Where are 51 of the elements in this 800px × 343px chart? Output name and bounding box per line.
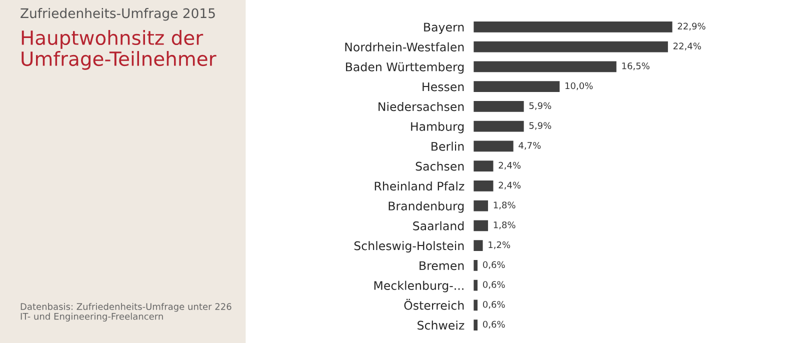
data-label: 2,4% xyxy=(498,162,521,170)
data-label: 5,9% xyxy=(529,102,552,110)
data-label: 10,0% xyxy=(565,82,593,90)
bar xyxy=(473,238,484,252)
data-label: 5,9% xyxy=(529,122,552,130)
bar xyxy=(473,60,618,74)
data-label: 16,5% xyxy=(622,62,650,70)
y-tick-label: Schweiz xyxy=(418,320,464,330)
y-tick-label: Brandenburg xyxy=(388,201,464,213)
y-tick-label: Österreich xyxy=(404,298,464,310)
data-label: 22,4% xyxy=(673,42,701,50)
y-tick-label: Hamburg xyxy=(411,122,464,134)
data-label: 0,6% xyxy=(483,281,505,289)
bar xyxy=(473,40,670,54)
y-tick-label: Schleswig-Holstein xyxy=(354,241,464,253)
y-tick-label: Saarland xyxy=(413,221,464,230)
y-tick-label: Berlin xyxy=(432,142,464,151)
data-label: 2,4% xyxy=(498,182,521,190)
y-tick-label: Mecklenburg-... xyxy=(374,280,464,292)
bar xyxy=(473,119,526,134)
y-tick-label: Nordrhein-Westfalen xyxy=(345,42,464,52)
bar xyxy=(473,218,490,233)
data-label: 4,7% xyxy=(518,142,541,150)
data-label: 1,2% xyxy=(488,241,510,250)
data-label: 0,6% xyxy=(483,320,505,329)
data-label: 0,6% xyxy=(483,300,505,309)
data-label: 1,8% xyxy=(494,221,516,230)
data-label: 22,9% xyxy=(678,22,706,30)
bar xyxy=(473,298,479,312)
y-tick-label: Baden Württemberg xyxy=(346,62,464,74)
data-label: 1,8% xyxy=(494,202,516,210)
data-label: 0,6% xyxy=(483,261,505,269)
bar xyxy=(473,179,495,193)
y-tick-label: Hessen xyxy=(422,82,464,92)
text: Datenbasis: Zufriedenheits-Umfrage unter 226 IT- und Engineering-Freelancern xyxy=(20,303,232,322)
bar xyxy=(473,258,479,272)
bar xyxy=(473,100,526,114)
y-tick-label: Niedersachsen xyxy=(378,102,464,112)
bar xyxy=(473,278,479,292)
bar xyxy=(473,80,562,94)
y-tick-label: Sachsen xyxy=(416,162,464,171)
bar xyxy=(473,198,490,213)
bar xyxy=(473,318,479,332)
text: Zufriedenheits-Umfrage 2015 xyxy=(20,8,215,21)
bar xyxy=(473,159,495,173)
y-tick-label: Rheinland Pfalz xyxy=(374,181,464,191)
bar xyxy=(473,20,674,34)
y-tick-label: Bayern xyxy=(424,22,464,34)
y-tick-label: Bremen xyxy=(420,261,464,270)
bar xyxy=(473,139,515,154)
text: Hauptwohnsitz der Umfrage-Teilnehmer xyxy=(22,30,216,70)
